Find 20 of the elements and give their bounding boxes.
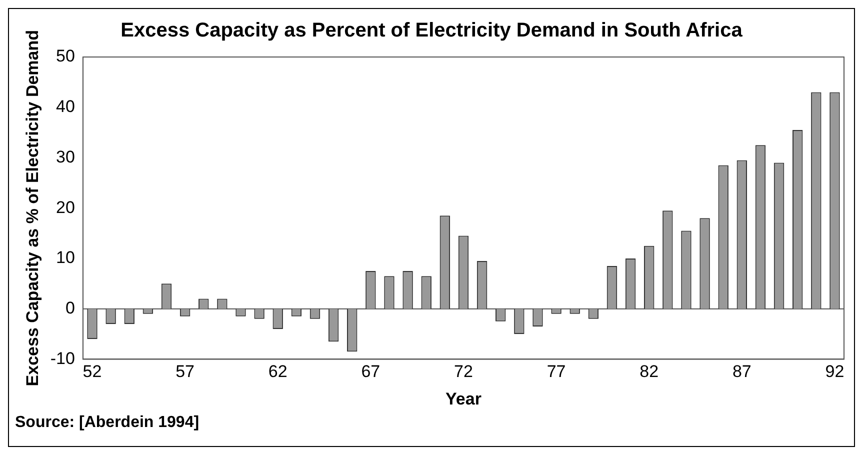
x-tick-label: 87 — [732, 362, 752, 382]
y-tick-label: 0 — [66, 298, 75, 318]
y-tick-label: 40 — [56, 97, 75, 116]
x-tick-label: 92 — [825, 362, 844, 382]
x-tick-label: 77 — [546, 362, 566, 382]
x-tick-label: 57 — [176, 362, 195, 382]
source-note: Source: [Aberdein 1994] — [14, 414, 200, 432]
y-tick-label: 10 — [56, 248, 75, 268]
y-tick-label: 30 — [56, 147, 75, 166]
y-tick-label: 50 — [56, 46, 75, 66]
x-tick-label: 82 — [640, 362, 659, 382]
x-tick-label: 72 — [454, 362, 473, 382]
x-tick-label: 67 — [361, 362, 380, 382]
x-axis-title: Year — [446, 389, 482, 408]
y-tick-label: -10 — [50, 348, 75, 368]
y-tick-label: 20 — [56, 198, 75, 217]
x-tick-label: 62 — [268, 362, 288, 382]
x-tick-label: 52 — [82, 362, 102, 382]
chart-title: Excess Capacity as Percent of Electricity Demand in South Africa — [120, 20, 744, 42]
y-axis-title: Excess Capacity as % of Electricity Demand — [22, 30, 42, 386]
